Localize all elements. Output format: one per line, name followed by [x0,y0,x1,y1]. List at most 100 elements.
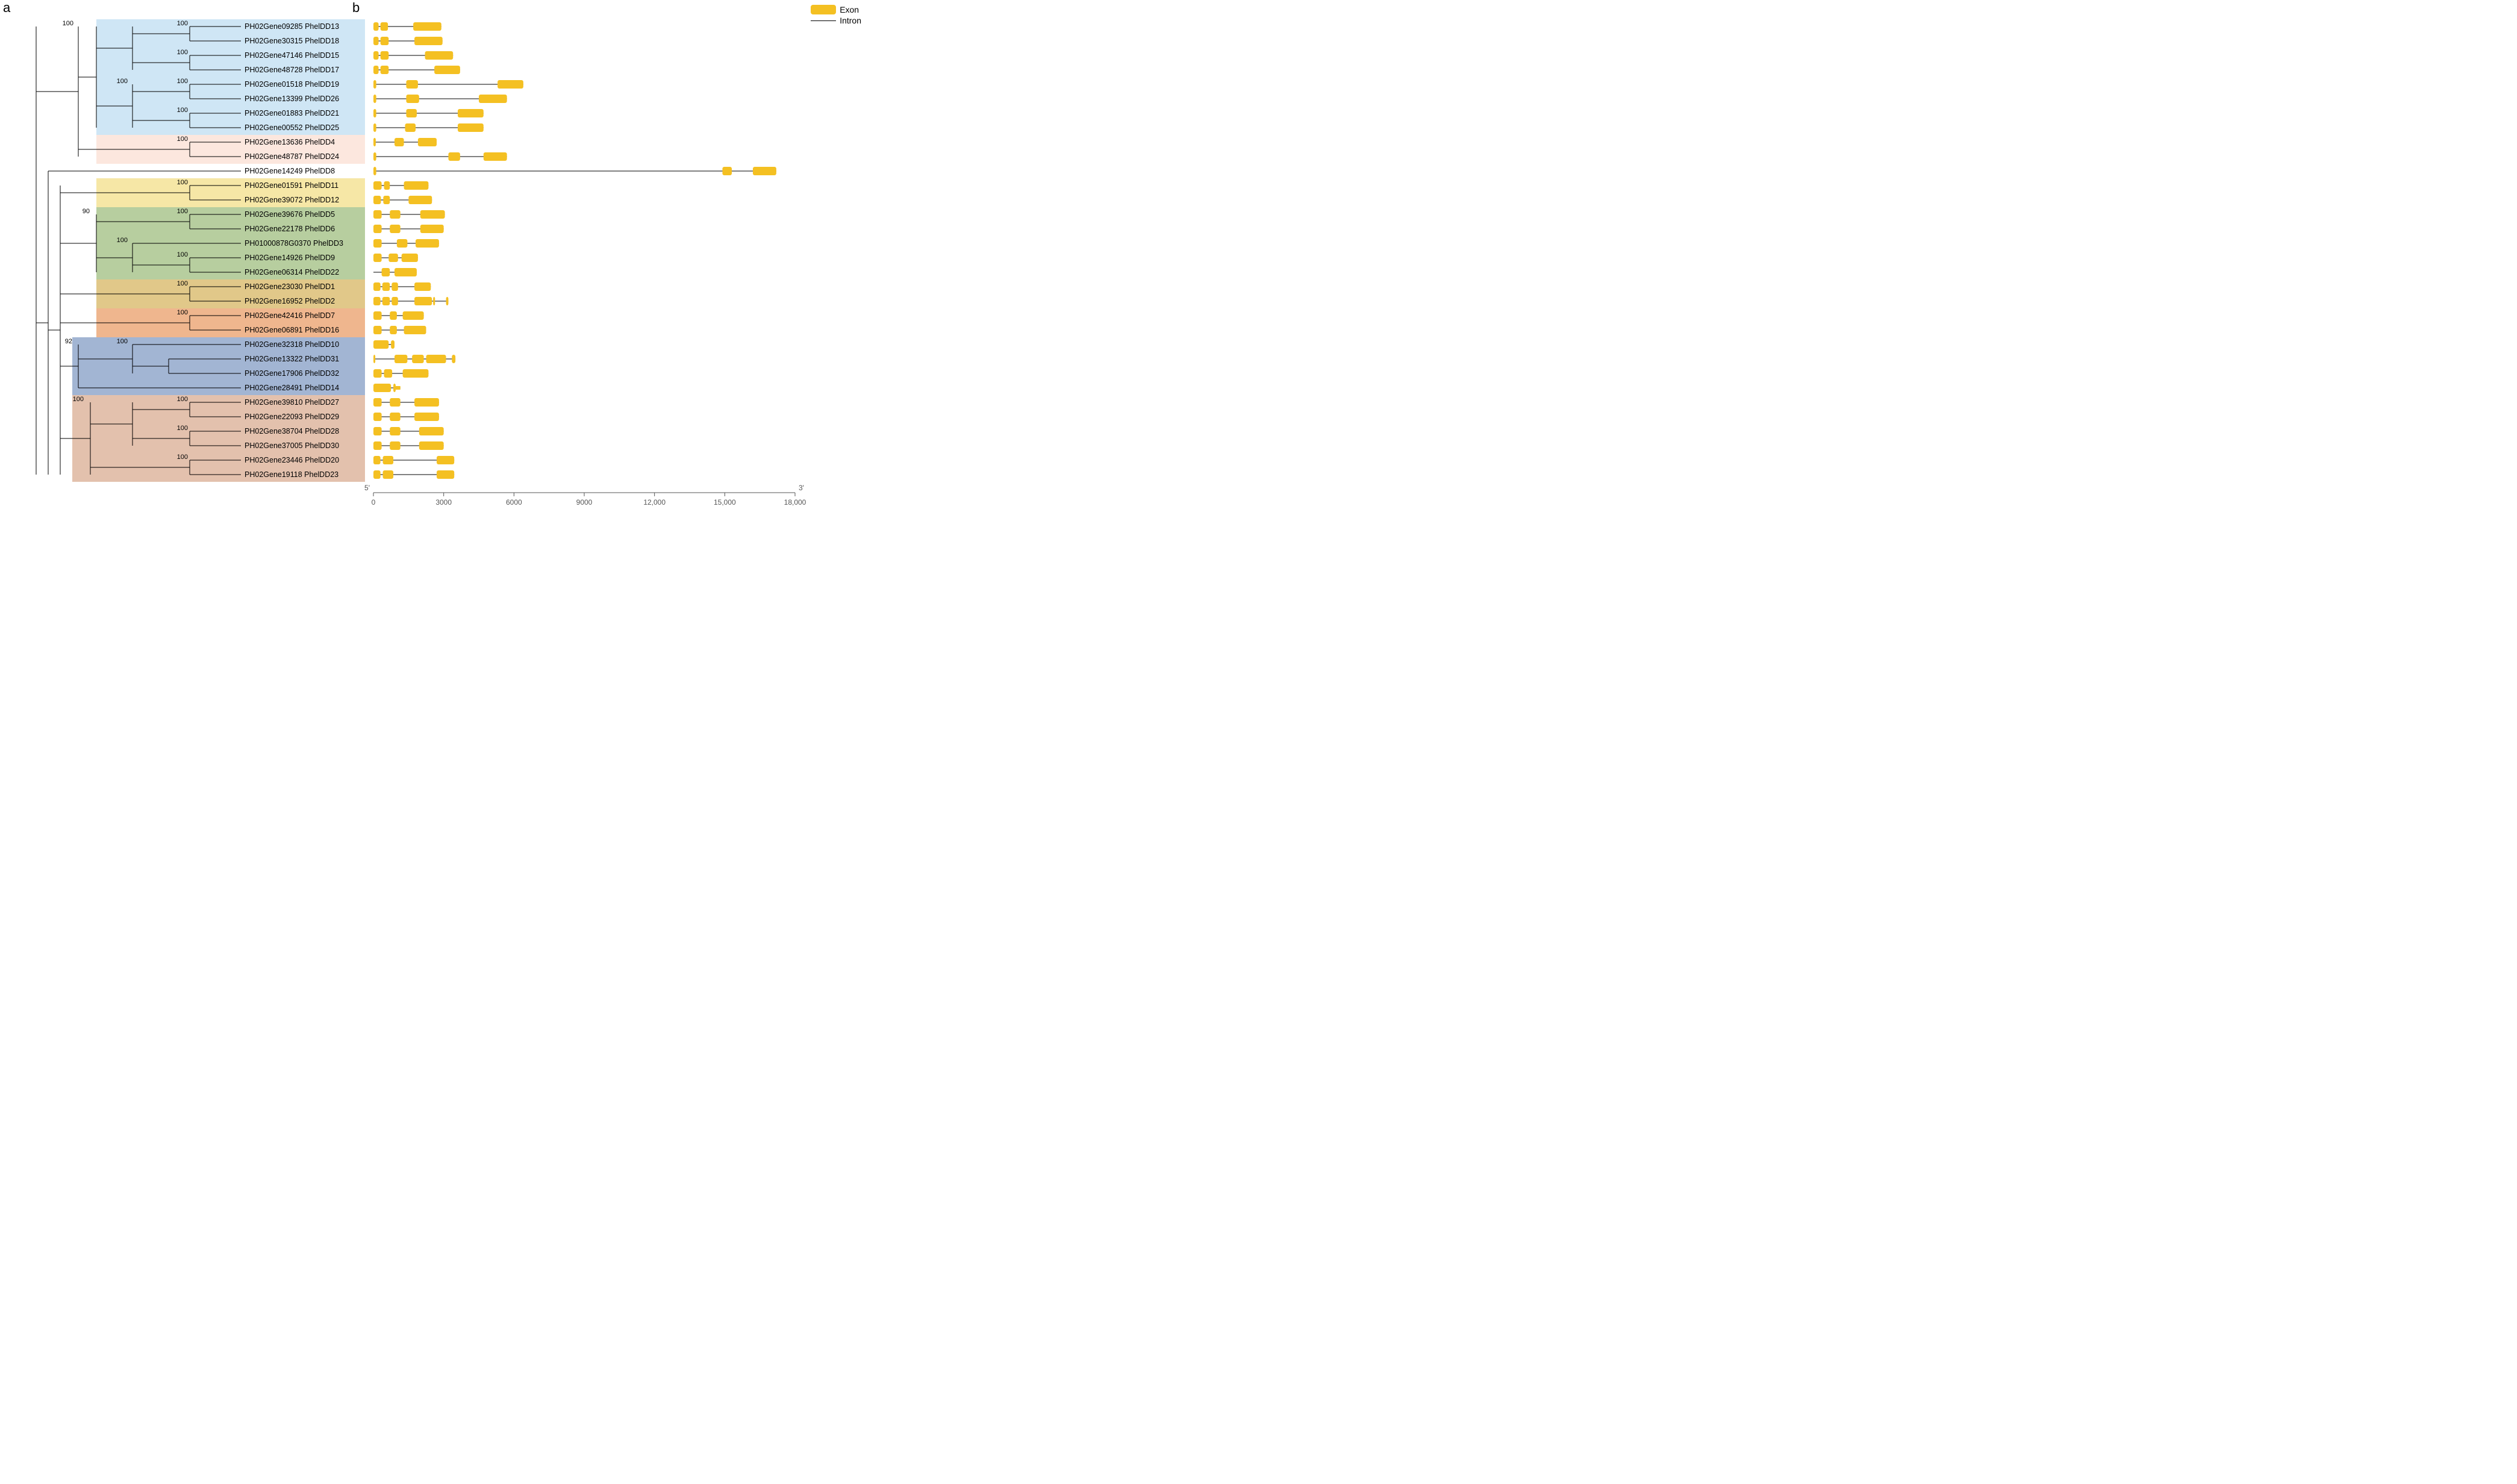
bootstrap-label: 90 [83,208,90,215]
exon-box [383,456,394,464]
exon-box [373,123,376,132]
exon-box [420,210,445,219]
axis-tick-label: 0 [372,498,376,507]
exon-box [373,109,376,117]
exon-box [403,311,424,320]
exon-box [433,297,435,305]
exon-box [381,37,389,45]
exon-box [384,181,390,190]
exon-box [390,413,401,421]
exon-box [373,369,382,378]
exon-box [373,282,381,291]
exon-box [391,340,395,349]
exon-box [390,398,401,407]
exon-box [390,326,397,334]
row-label: PH02Gene22093 PhelDD29 [245,413,339,421]
exon-box [373,37,379,45]
row-label: PH02Gene14926 PhelDD9 [245,254,335,262]
exon-box [397,239,408,248]
exon-box [373,210,382,219]
exon-box [402,254,418,262]
axis-tick-label: 6000 [506,498,522,507]
exon-thin [396,386,401,390]
row-label: PH02Gene13322 PhelDD31 [245,355,339,363]
exon-box [414,297,432,305]
row-label: PH02Gene39810 PhelDD27 [245,398,339,407]
panel-label-b: b [352,0,360,16]
exon-box [373,326,382,334]
exon-box [381,66,389,74]
exon-box [373,427,382,435]
exon-box [390,210,401,219]
exon-box [479,95,507,103]
panel-label-a: a [3,0,10,16]
row-label: PH02Gene19118 PhelDD23 [245,470,338,479]
exon-box [425,51,454,60]
exon-box [373,196,381,204]
exon-box [404,181,429,190]
exon-box [390,441,401,450]
bootstrap-label: 100 [117,237,128,244]
exon-box [373,384,391,392]
row-label: PH02Gene37005 PhelDD30 [245,441,339,450]
bootstrap-label: 100 [177,396,188,403]
exon-box [391,282,398,291]
bootstrap-label: 92 [65,338,72,345]
row-label: PH02Gene16952 PhelDD2 [245,297,335,305]
bootstrap-label: 100 [177,179,188,186]
exon-box [391,297,398,305]
exon-box [373,181,382,190]
exon-box [373,22,379,31]
exon-box [406,80,417,89]
exon-box [414,398,439,407]
legend-exon-row: Exon [811,5,861,14]
exon-box [373,167,376,175]
exon-box [426,355,446,363]
exon-box [373,441,382,450]
exon-box [406,109,417,117]
bootstrap-label: 100 [177,425,188,432]
exon-box [408,196,432,204]
row-label: PH02Gene48787 PhelDD24 [245,152,339,161]
exon-box [390,311,397,320]
row-label: PH01000878G0370 PhelDD3 [245,239,343,248]
row-label: PH02Gene00552 PhelDD25 [245,123,339,132]
exon-box [393,384,396,392]
exon-box [395,268,417,276]
bootstrap-label: 100 [177,107,188,114]
exon-box [452,355,455,363]
exon-box [373,152,376,161]
bootstrap-label: 100 [63,20,73,27]
row-label: PH02Gene06314 PhelDD22 [245,268,339,276]
group-region [72,395,365,482]
row-label: PH02Gene39676 PhelDD5 [245,210,335,219]
exon-box [405,123,416,132]
exon-box [373,355,375,363]
bootstrap-label: 100 [177,208,188,215]
exon-box [722,167,732,175]
exon-box [406,95,419,103]
bootstrap-label: 100 [177,20,188,27]
row-label: PH02Gene22178 PhelDD6 [245,225,335,233]
row-label: PH02Gene30315 PhelDD18 [245,37,339,45]
exon-box [382,282,390,291]
exon-box [414,37,443,45]
exon-box [448,152,460,161]
bootstrap-label: 100 [177,454,188,461]
row-label: PH02Gene38704 PhelDD28 [245,427,339,435]
bootstrap-label: 100 [117,338,128,345]
exon-box [384,369,393,378]
bootstrap-label: 100 [73,396,84,403]
exon-box [373,66,379,74]
legend-intron-label: Intron [840,16,861,25]
exon-box [753,167,776,175]
axis-tick-label: 15,000 [714,498,736,507]
legend-intron-row: Intron [811,16,861,25]
exon-box [403,369,429,378]
bootstrap-label: 100 [177,251,188,258]
exon-box [373,297,381,305]
exon-box [388,254,398,262]
axis-tick-label: 12,000 [643,498,666,507]
exon-box [390,427,401,435]
row-label: PH02Gene23030 PhelDD1 [245,282,335,291]
